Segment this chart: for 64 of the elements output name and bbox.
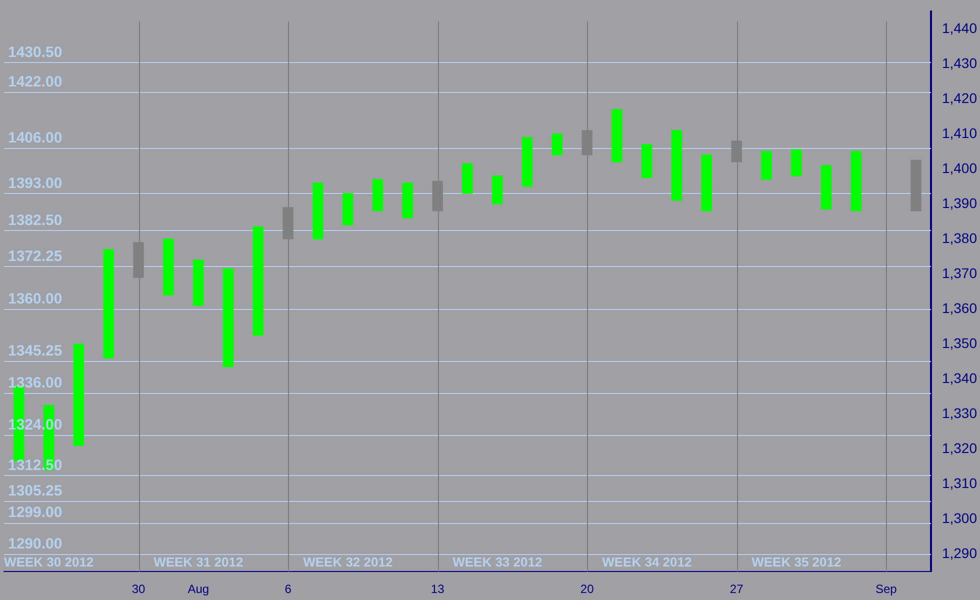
x-tick-label: 30 (132, 582, 146, 596)
annotation: WEEK 35 2012 (752, 554, 842, 570)
bar (312, 182, 324, 240)
bar (462, 163, 473, 194)
bar (701, 154, 712, 212)
ref-line-label: 1372.25 (8, 248, 62, 265)
bar (761, 151, 772, 180)
annotation: WEEK 30 2012 (4, 554, 94, 570)
bar (791, 149, 802, 176)
y-tick-label: 1,380 (942, 230, 978, 246)
bar (372, 179, 384, 212)
bar (222, 268, 234, 368)
bar (193, 260, 204, 306)
annotation: WEEK 33 2012 (452, 554, 542, 570)
ref-line-label: 1422.00 (8, 74, 62, 91)
y-tick-label: 1,350 (942, 334, 978, 351)
y-tick-label: 1,420 (942, 90, 978, 106)
ref-line-label: 1430.50 (8, 44, 62, 61)
ref-line-label: 1336.00 (8, 374, 62, 392)
ref-line-label: 1345.25 (8, 342, 62, 360)
x-tick-label: Aug (188, 582, 210, 596)
bar (850, 151, 862, 212)
bar (820, 165, 832, 210)
x-tick-label: 6 (284, 582, 292, 596)
ref-line-label: 1382.50 (8, 212, 62, 229)
x-tick-label: 27 (730, 582, 744, 596)
y-tick-label: 1,430 (942, 54, 978, 71)
bar (73, 344, 84, 446)
y-tick-label: 1,320 (942, 440, 978, 456)
y-tick-label: 1,370 (942, 264, 978, 281)
bar (642, 144, 652, 178)
bar (552, 134, 563, 156)
y-tick-label: 1,300 (942, 510, 978, 526)
y-tick-label: 1,410 (942, 124, 978, 141)
y-tick-label: 1,360 (942, 300, 978, 316)
bar (671, 130, 682, 201)
bar (910, 160, 922, 212)
ref-line-label: 1360.00 (8, 290, 62, 308)
y-tick-label: 1,400 (942, 160, 978, 176)
bar (252, 226, 264, 336)
ref-line-label: 1290.00 (8, 536, 62, 553)
bar (103, 249, 114, 358)
y-tick-label: 1,310 (942, 474, 978, 491)
bar (522, 137, 533, 187)
y-tick-label: 1,440 (942, 20, 978, 36)
ref-line-label: 1299.00 (8, 504, 62, 522)
y-tick-label: 1,330 (942, 404, 978, 421)
bar (163, 238, 174, 296)
y-tick-label: 1,390 (942, 194, 978, 211)
y-tick-label: 1,290 (942, 544, 978, 561)
ref-line-label: 1393.00 (8, 175, 62, 192)
ref-line-label: 1305.25 (8, 482, 62, 500)
annotation: WEEK 32 2012 (303, 554, 393, 570)
x-tick-label: Sep (875, 582, 898, 596)
bar (342, 193, 354, 226)
bar (492, 176, 503, 204)
bar (402, 182, 414, 218)
annotation: WEEK 31 2012 (154, 554, 244, 570)
y-tick-label: 1,340 (942, 370, 978, 386)
x-tick-label: 20 (580, 582, 594, 596)
ref-line-label: 1406.00 (8, 130, 62, 147)
x-tick-label: 13 (430, 582, 445, 596)
annotation: WEEK 34 2012 (602, 554, 692, 570)
bar (612, 109, 622, 162)
